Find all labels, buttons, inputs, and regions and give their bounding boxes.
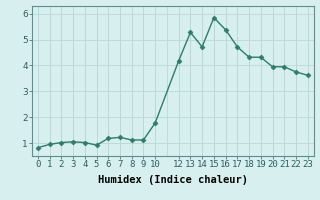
X-axis label: Humidex (Indice chaleur): Humidex (Indice chaleur): [98, 175, 248, 185]
